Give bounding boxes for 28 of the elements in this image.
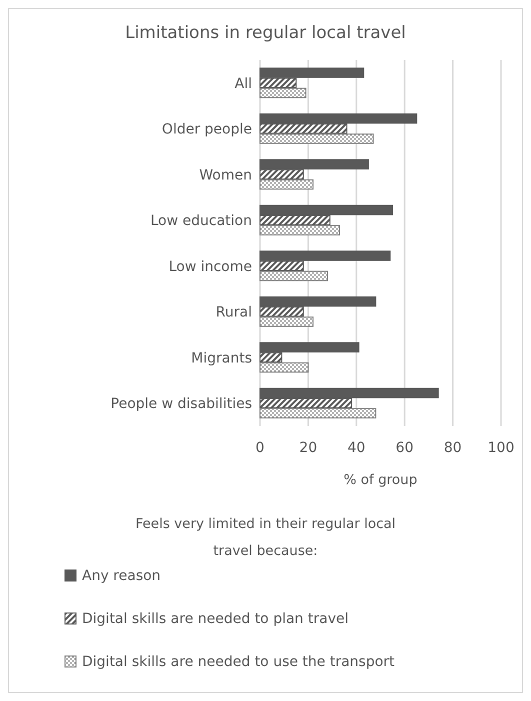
y-tick-label: Low education xyxy=(150,213,252,230)
x-tick-label: 80 xyxy=(444,440,462,456)
bar xyxy=(260,408,376,418)
bar xyxy=(260,179,314,190)
bar xyxy=(260,270,328,282)
x-tick-label: 0 xyxy=(256,440,264,456)
x-tick-label: 40 xyxy=(347,440,366,456)
y-tick-label: Rural xyxy=(216,304,252,321)
bar xyxy=(260,134,374,144)
bar xyxy=(260,88,306,98)
y-tick-label: Women xyxy=(199,167,252,184)
x-axis-title: % of group xyxy=(344,472,418,488)
x-tick-label: 20 xyxy=(299,440,318,456)
bar xyxy=(260,225,340,236)
legend-label: Any reason xyxy=(82,568,161,584)
y-tick-label: Older people xyxy=(162,122,252,138)
legend-label: Digital skills are needed to use the transport xyxy=(82,654,396,670)
chart-title: Limitations in regular local travel xyxy=(125,23,406,43)
legend-title: Feels very limited in their regular local travel because: xyxy=(135,516,396,559)
y-tick-label: Low income xyxy=(168,258,252,275)
x-tick-label: 100 xyxy=(488,440,514,456)
bar xyxy=(260,316,314,327)
y-tick-label: Migrants xyxy=(191,350,252,366)
y-tick-label: People w disabilities xyxy=(110,396,252,412)
bar xyxy=(260,362,309,373)
legend-label: Digital skills are needed to plan travel xyxy=(82,611,348,627)
y-tick-label: All xyxy=(234,76,252,92)
x-tick-label: 60 xyxy=(396,440,414,456)
